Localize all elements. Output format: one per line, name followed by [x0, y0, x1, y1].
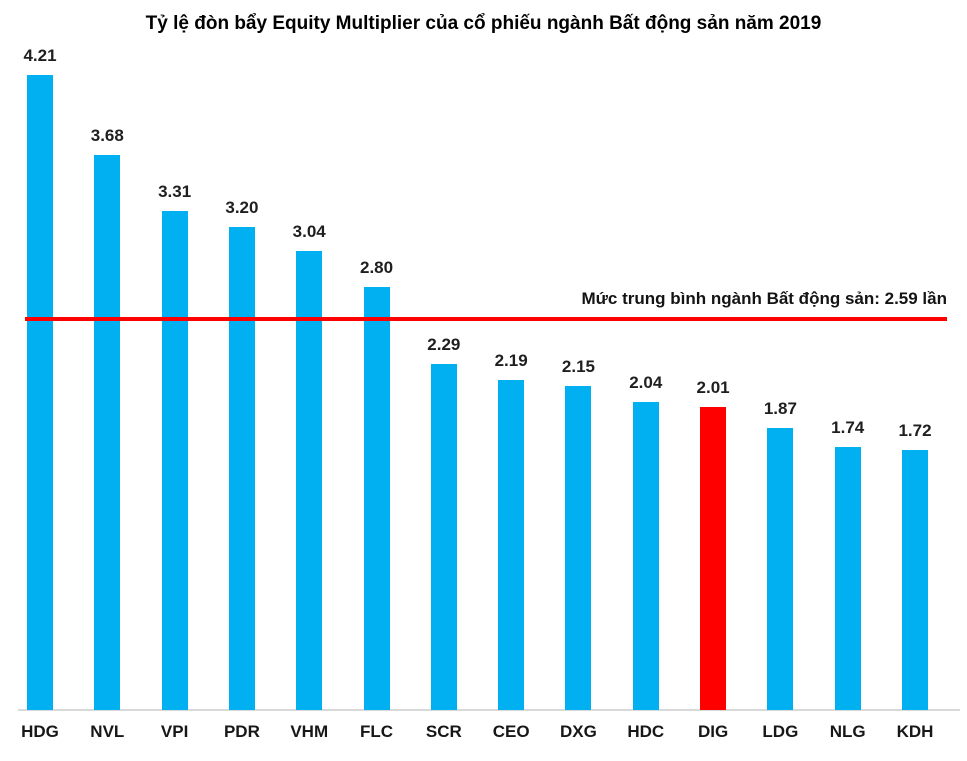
bar-nlg	[834, 447, 861, 710]
category-label: NVL	[90, 722, 125, 741]
bar-hdc	[632, 402, 659, 710]
bar-value-label: 2.29	[427, 335, 461, 354]
bar-value-label: 2.19	[494, 351, 528, 370]
category-label: SCR	[425, 722, 462, 741]
bar-nvl	[94, 155, 121, 710]
bar-value-label: 2.15	[561, 357, 595, 376]
bar-ldg	[767, 428, 794, 710]
bar-ceo	[498, 380, 525, 710]
category-label: DIG	[697, 722, 729, 741]
category-label: DXG	[560, 722, 597, 741]
bar-vpi	[161, 211, 188, 710]
category-label: VHM	[290, 722, 329, 741]
chart-title: Tỷ lệ đòn bẩy Equity Multiplier của cổ p…	[145, 13, 822, 34]
bar-flc	[363, 287, 390, 710]
category-label: NLG	[829, 722, 866, 741]
x-axis-line	[18, 709, 960, 711]
bar-value-label: 1.87	[763, 399, 797, 418]
bar-value-label: 2.80	[359, 258, 394, 277]
category-label: CEO	[492, 722, 530, 741]
bar-vhm	[296, 251, 323, 710]
category-label: HDC	[627, 722, 665, 741]
bar-dig	[700, 407, 727, 710]
category-label: LDG	[762, 722, 799, 741]
bar-value-label: 1.72	[898, 421, 932, 440]
category-label: FLC	[360, 722, 394, 741]
bar-value-label: 4.21	[23, 46, 57, 65]
bar-kdh	[902, 450, 928, 710]
bar-value-label: 2.04	[629, 373, 663, 392]
category-label: KDH	[896, 722, 934, 741]
bar-value-label: 3.04	[292, 222, 326, 241]
bar-dxg	[565, 386, 592, 710]
bar-scr	[430, 364, 457, 710]
bar-value-label: 3.31	[158, 182, 192, 201]
category-label: PDR	[223, 722, 260, 741]
bar-value-label: 3.20	[225, 198, 259, 217]
bar-pdr	[228, 227, 255, 710]
average-line-label: Mức trung bình ngành Bất động sản: 2.59 …	[581, 289, 947, 308]
category-label: HDG	[21, 722, 59, 741]
bar-value-label: 3.68	[90, 126, 124, 145]
bar-hdg	[27, 75, 53, 710]
category-label: VPI	[160, 722, 189, 741]
bar-value-label: 1.74	[831, 418, 865, 437]
average-line	[25, 317, 947, 321]
bar-value-label: 2.01	[696, 378, 730, 397]
